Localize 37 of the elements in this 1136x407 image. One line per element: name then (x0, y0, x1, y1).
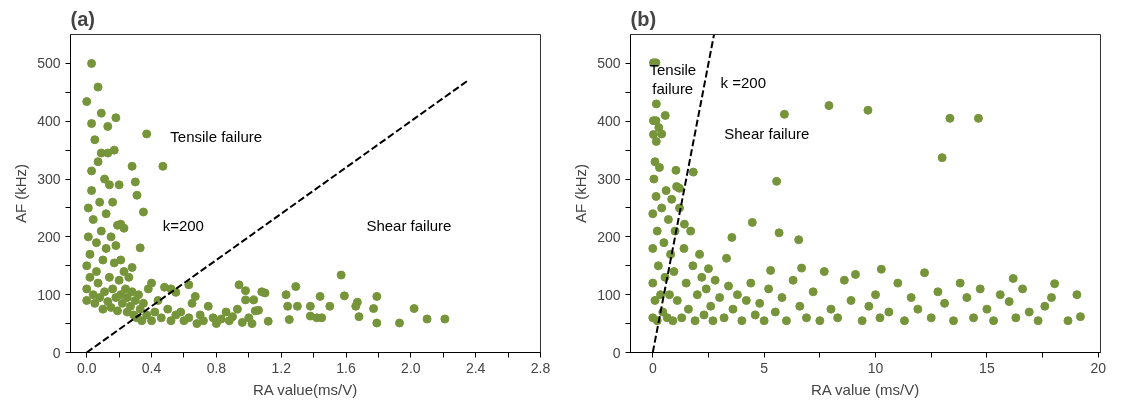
y-axis-title: AF (kHz) (572, 163, 590, 224)
x-tick-label: 2.4 (465, 359, 486, 376)
chart-title: (b) (630, 7, 657, 30)
annotation: Tensile failure (170, 127, 263, 145)
y-tick-label: 100 (37, 286, 61, 303)
annotation: Tensile failure (649, 61, 697, 97)
x-tick-label: 20 (1090, 359, 1107, 376)
y-tick-label: 200 (597, 228, 621, 245)
y-tick-label: 400 (37, 113, 61, 130)
x-tick-label: 0.4 (141, 359, 162, 376)
annotation: k=200 (162, 216, 204, 234)
x-tick-label: 15 (979, 359, 995, 376)
x-tick-label: 10 (867, 359, 884, 376)
y-tick-label: 0 (52, 344, 61, 361)
x-tick-label: 5 (760, 359, 769, 376)
x-tick-label: 2.8 (530, 359, 551, 376)
x-tick-label: 2.0 (401, 359, 421, 376)
x-axis-title: RA value (ms/V) (810, 380, 920, 398)
chart-title: (a) (70, 7, 95, 30)
y-tick-label: 200 (37, 228, 61, 245)
x-axis-title: RA value(ms/V) (252, 380, 358, 398)
annotation: Shear failure (724, 124, 810, 142)
annotation: k =200 (720, 73, 767, 91)
y-tick-label: 400 (597, 113, 621, 130)
y-tick-label: 500 (597, 55, 621, 72)
y-axis-title: AF (kHz) (12, 163, 30, 224)
y-tick-label: 0 (612, 344, 621, 361)
y-tick-label: 300 (37, 171, 61, 188)
x-tick-label: 0.8 (206, 359, 227, 376)
x-tick-label: 0 (648, 359, 657, 376)
y-tick-label: 300 (597, 171, 621, 188)
y-tick-label: 500 (37, 55, 61, 72)
x-tick-label: 1.2 (271, 359, 292, 376)
x-tick-label: 1.6 (336, 359, 356, 376)
annotation: Shear failure (366, 216, 452, 234)
y-tick-label: 100 (597, 286, 621, 303)
x-tick-label: 0.0 (76, 359, 97, 376)
